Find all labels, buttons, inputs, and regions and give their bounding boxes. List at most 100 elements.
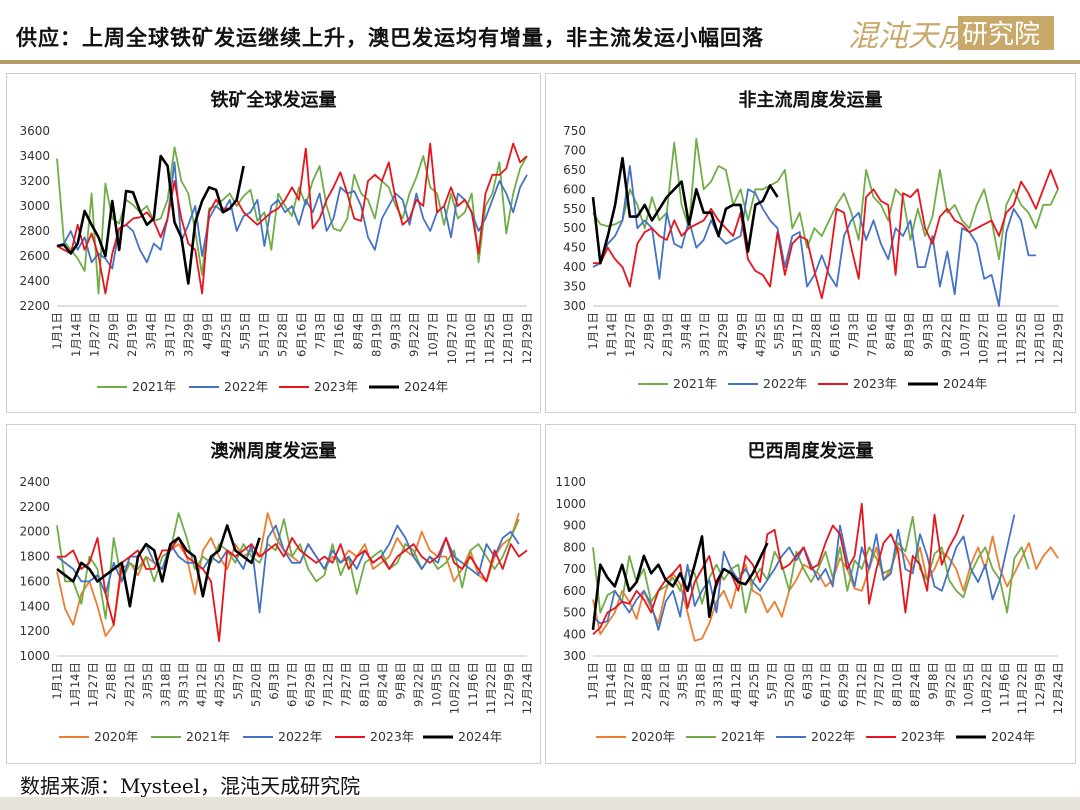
- series-line-2023: [592, 502, 965, 635]
- x-tick-label: 11月22日: [1015, 662, 1029, 714]
- x-tick-label: 3月4日: [679, 312, 693, 350]
- x-tick-label: 1月14日: [69, 312, 83, 357]
- x-tick-label: 3月5日: [675, 662, 689, 700]
- y-tick-label: 550: [563, 202, 586, 216]
- x-tick-label: 1月1日: [50, 662, 64, 700]
- x-tick-label: 4月25日: [219, 312, 233, 357]
- x-tick-label: 3月31日: [711, 662, 725, 707]
- x-tick-label: 10月7日: [958, 312, 972, 357]
- x-tick-label: 2月19日: [660, 312, 674, 357]
- x-tick-label: 10月27日: [977, 312, 991, 364]
- x-tick-label: 7月16日: [865, 312, 879, 357]
- x-tick-label: 11月6日: [466, 662, 480, 707]
- legend-item-2022: 2022年: [243, 729, 322, 744]
- series-line-2023: [56, 142, 528, 295]
- x-tick-label: 1月27日: [86, 662, 100, 707]
- x-tick-label: 9月22日: [412, 662, 426, 707]
- legend-label: 2023年: [853, 376, 897, 391]
- x-tick-label: 2月21日: [122, 662, 136, 707]
- x-tick-label: 5月7日: [231, 662, 245, 700]
- x-tick-label: 1月27日: [622, 662, 636, 707]
- x-tick-label: 6月17日: [285, 662, 299, 707]
- legend-item-2020: 2020年: [596, 729, 675, 744]
- x-tick-label: 9月22日: [944, 662, 958, 707]
- series-line-2024: [591, 156, 779, 265]
- legend-item-2022: 2022年: [776, 729, 855, 744]
- y-tick-label: 900: [563, 519, 586, 533]
- chart-nonmainstream: 非主流周度发运量 300 350 400 450 500 550 600 650 700 750 1月…: [563, 89, 1065, 391]
- series-line-2021: [56, 512, 520, 620]
- legend-label: 2022年: [811, 729, 855, 744]
- x-tick-label: 8月10日: [890, 662, 904, 707]
- y-tick-label: 2800: [19, 224, 50, 238]
- y-tick-label: 400: [563, 627, 586, 641]
- x-tick-label: 5月5日: [772, 312, 786, 350]
- legend-label: 2021年: [673, 376, 717, 391]
- y-tick-label: 1200: [19, 624, 50, 638]
- x-tick-label: 3月31日: [177, 662, 191, 707]
- legend-label: 2021年: [186, 729, 230, 744]
- x-tick-label: 11月25日: [1014, 312, 1028, 364]
- x-tick-label: 9月22日: [407, 312, 421, 357]
- x-tick-label: 11月10日: [464, 312, 478, 364]
- series-line-2023: [57, 537, 528, 643]
- x-tick-label: 6月16日: [294, 312, 308, 357]
- y-tick-label: 2600: [19, 249, 50, 263]
- legend-item-2024: 2024年: [956, 729, 1035, 744]
- legend-label: 2020年: [94, 729, 138, 744]
- y-tick-label: 750: [563, 124, 586, 138]
- x-tick-label: 4月12日: [729, 662, 743, 707]
- x-tick-label: 7月12日: [321, 662, 335, 707]
- logo-text-left: 混沌天成: [848, 19, 972, 54]
- x-tick-label: 6月29日: [836, 662, 850, 707]
- x-tick-label: 8月4日: [884, 312, 898, 350]
- legend-label: 2021年: [132, 379, 176, 394]
- x-tick-label: 5月17日: [791, 312, 805, 357]
- legend-item-2021: 2021年: [151, 729, 230, 744]
- y-tick-label: 300: [563, 649, 586, 663]
- y-tick-label: 450: [563, 241, 586, 255]
- legend-item-2023: 2023年: [818, 376, 897, 391]
- y-tick-label: 3200: [19, 174, 50, 188]
- data-source: 数据来源：Mysteel，混沌天成研究院: [20, 774, 361, 798]
- y-tick-label: 3400: [19, 149, 50, 163]
- x-tick-label: 12月10日: [1032, 312, 1046, 364]
- x-tick-label: 3月17日: [163, 312, 177, 357]
- y-tick-label: 500: [563, 221, 586, 235]
- x-tick-label: 5月28日: [276, 312, 290, 357]
- x-tick-label: 2月9日: [106, 312, 120, 350]
- x-tick-label: 3月5日: [140, 662, 154, 700]
- x-tick-label: 3月18日: [693, 662, 707, 707]
- x-tick-label: 1月14日: [605, 312, 619, 357]
- x-tick-label: 5月7日: [765, 662, 779, 700]
- x-tick-label: 6月3日: [267, 662, 281, 700]
- logo: 混沌天成 研究院: [848, 16, 1054, 54]
- y-tick-label: 1400: [19, 599, 50, 613]
- x-tick-label: 3月4日: [144, 312, 158, 350]
- chart-panel-nonmainstream: 非主流周度发运量 300 350 400 450 500 550 600 650 700 750 1月…: [545, 73, 1076, 413]
- y-tick-label: 600: [563, 584, 586, 598]
- page-title: 供应：上周全球铁矿发运继续上升，澳巴发运均有增量，非主流发运小幅回落: [16, 25, 764, 50]
- x-tick-label: 1月1日: [586, 662, 600, 700]
- x-tick-label: 1月1日: [50, 312, 64, 350]
- x-tick-label: 5月20日: [249, 662, 263, 707]
- legend-item-2023: 2023年: [335, 729, 414, 744]
- series-line-2022: [56, 524, 520, 614]
- x-tick-label: 7月12日: [854, 662, 868, 707]
- x-tick-label: 12月10日: [501, 312, 515, 364]
- x-tick-label: 6月29日: [303, 662, 317, 707]
- x-tick-label: 8月24日: [908, 662, 922, 707]
- chart-australia: 澳洲周度发运量 1000 1200 1400 1600 1800 2000 2200 2400 1…: [19, 440, 534, 744]
- x-tick-label: 9月3日: [388, 312, 402, 350]
- x-tick-label: 12月9日: [1033, 662, 1047, 707]
- x-tick-label: 3月18日: [158, 662, 172, 707]
- chart-title: 铁矿全球发运量: [211, 89, 337, 111]
- x-tick-label: 5月20日: [783, 662, 797, 707]
- x-tick-label: 6月17日: [819, 662, 833, 707]
- legend-item-2022: 2022年: [189, 379, 268, 394]
- y-tick-label: 500: [563, 606, 586, 620]
- y-tick-label: 300: [563, 299, 586, 313]
- x-tick-label: 1月14日: [68, 662, 82, 707]
- legend-label: 2022年: [278, 729, 322, 744]
- x-tick-label: 9月3日: [921, 312, 935, 350]
